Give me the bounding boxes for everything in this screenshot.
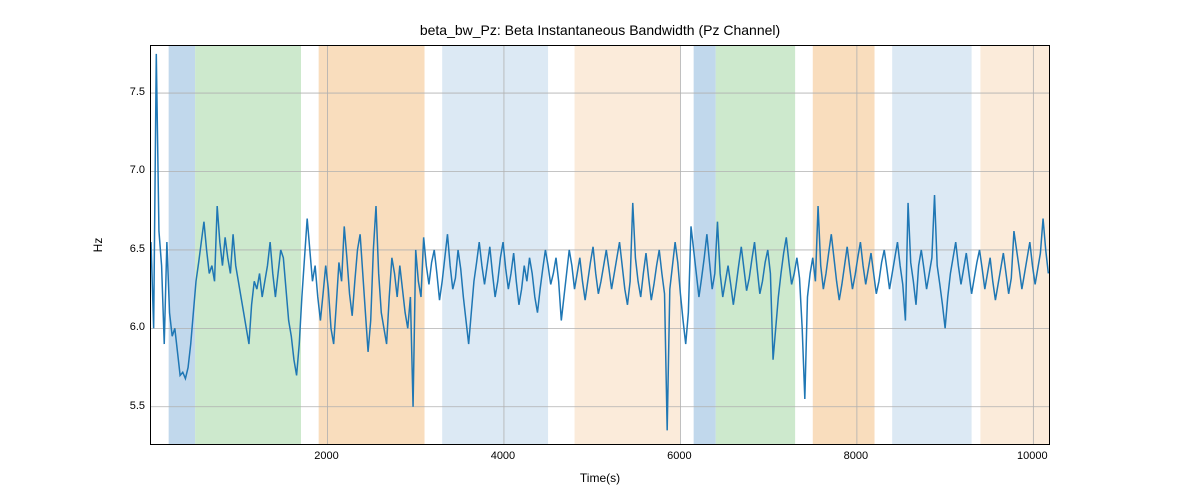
- y-tick-label: 5.5: [105, 400, 145, 412]
- background-band: [442, 46, 548, 445]
- x-tick-label: 10000: [1017, 450, 1048, 462]
- plot-svg: [151, 46, 1050, 445]
- y-tick-label: 7.0: [105, 164, 145, 176]
- x-tick-label: 2000: [314, 450, 338, 462]
- background-band: [169, 46, 195, 445]
- x-tick-label: 4000: [491, 450, 515, 462]
- background-band: [195, 46, 301, 445]
- x-tick-label: 8000: [844, 450, 868, 462]
- y-axis-label: Hz: [91, 238, 105, 253]
- figure: beta_bw_Pz: Beta Instantaneous Bandwidth…: [0, 0, 1200, 500]
- chart-title: beta_bw_Pz: Beta Instantaneous Bandwidth…: [0, 22, 1200, 38]
- background-band: [813, 46, 875, 445]
- background-band: [319, 46, 425, 445]
- background-band: [980, 46, 1050, 445]
- background-band: [575, 46, 681, 445]
- x-tick-label: 6000: [667, 450, 691, 462]
- x-axis-label: Time(s): [0, 471, 1200, 485]
- plot-area: [150, 45, 1050, 445]
- y-tick-label: 7.5: [105, 86, 145, 98]
- y-tick-label: 6.5: [105, 243, 145, 255]
- y-tick-label: 6.0: [105, 321, 145, 333]
- background-band: [694, 46, 716, 445]
